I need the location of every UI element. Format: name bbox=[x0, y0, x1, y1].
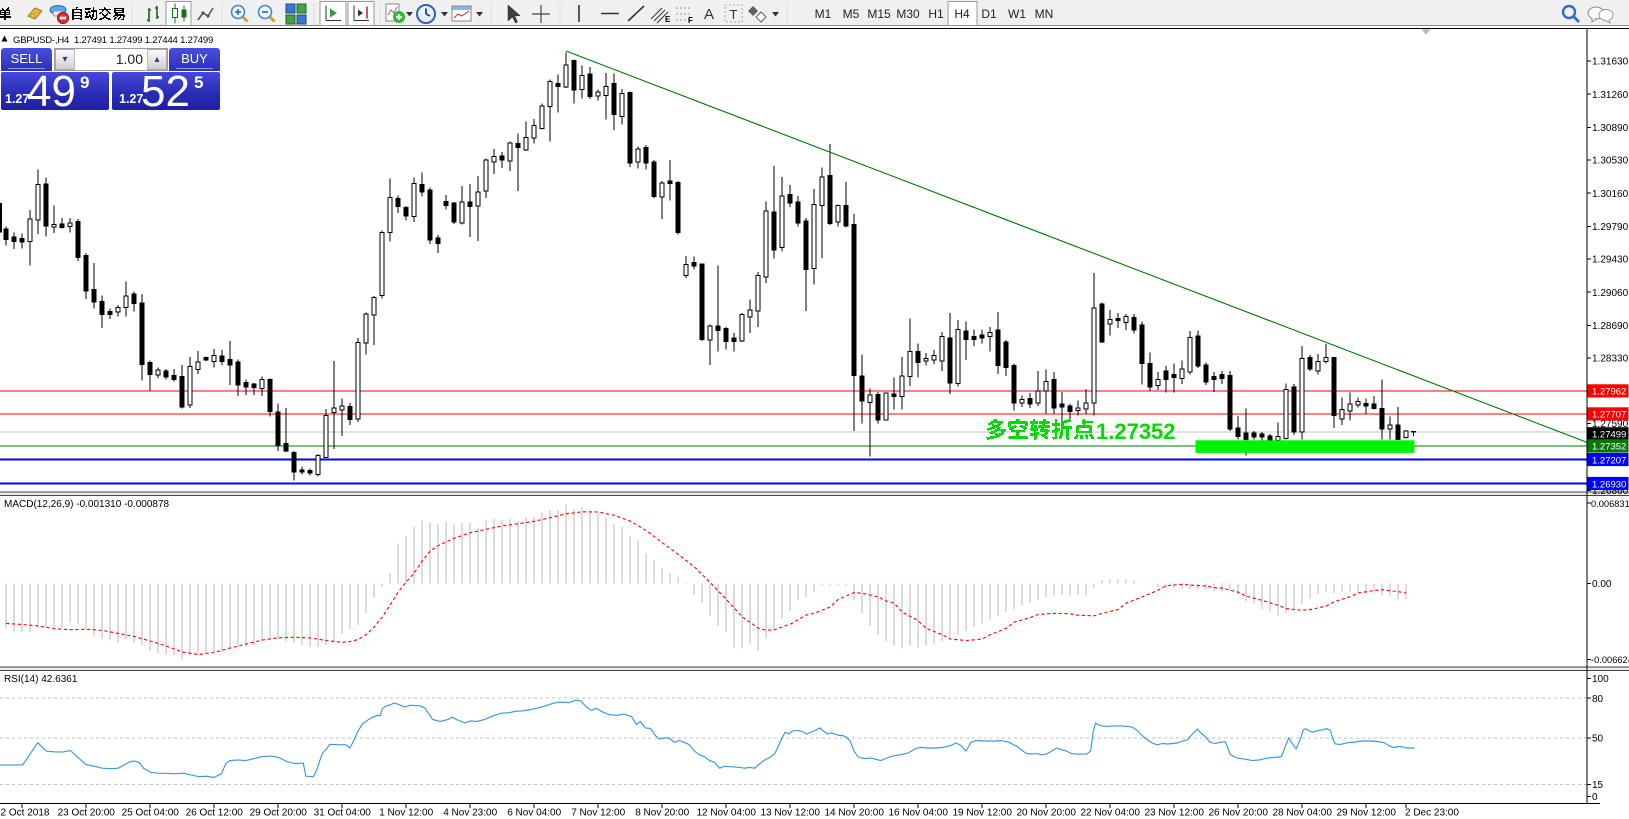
svg-text:0.006831: 0.006831 bbox=[1591, 499, 1629, 509]
svg-text:19 Nov 12:00: 19 Nov 12:00 bbox=[952, 808, 1012, 819]
svg-text:1 Nov 12:00: 1 Nov 12:00 bbox=[379, 808, 433, 819]
svg-text:8 Nov 20:00: 8 Nov 20:00 bbox=[635, 808, 689, 819]
svg-text:50: 50 bbox=[1592, 733, 1604, 744]
svg-text:7 Nov 12:00: 7 Nov 12:00 bbox=[571, 808, 625, 819]
svg-text:28 Nov 04:00: 28 Nov 04:00 bbox=[1272, 808, 1332, 819]
svg-text:4 Nov 23:00: 4 Nov 23:00 bbox=[443, 808, 497, 819]
svg-text:1.28330: 1.28330 bbox=[1592, 354, 1629, 365]
svg-text:MN: MN bbox=[1035, 7, 1054, 21]
svg-text:1.27962: 1.27962 bbox=[1592, 387, 1626, 398]
svg-text:E: E bbox=[665, 15, 671, 24]
svg-text:-0.006624: -0.006624 bbox=[1591, 655, 1629, 665]
svg-text:M1: M1 bbox=[815, 7, 832, 21]
svg-text:1.27590: 1.27590 bbox=[1592, 419, 1629, 430]
svg-text:14 Nov 20:00: 14 Nov 20:00 bbox=[824, 808, 884, 819]
svg-text:23 Oct 20:00: 23 Oct 20:00 bbox=[58, 808, 116, 819]
svg-text:D1: D1 bbox=[981, 7, 997, 21]
svg-text:1.26860: 1.26860 bbox=[1592, 486, 1629, 497]
svg-text:1.27707: 1.27707 bbox=[1592, 410, 1626, 421]
svg-text:31 Oct 04:00: 31 Oct 04:00 bbox=[314, 808, 372, 819]
svg-text:0: 0 bbox=[1592, 792, 1598, 803]
svg-text:H4: H4 bbox=[954, 7, 970, 21]
svg-text:23 Nov 12:00: 23 Nov 12:00 bbox=[1144, 808, 1204, 819]
svg-text:W1: W1 bbox=[1008, 7, 1026, 21]
svg-text:6 Nov 04:00: 6 Nov 04:00 bbox=[507, 808, 561, 819]
svg-text:GBPUSD-,H4 1.27491 1.27499 1.: GBPUSD-,H4 1.27491 1.27499 1.27444 1.274… bbox=[13, 35, 213, 46]
svg-text:1.26930: 1.26930 bbox=[1592, 479, 1626, 490]
svg-text:15: 15 bbox=[1592, 780, 1604, 791]
svg-text:F: F bbox=[688, 16, 693, 25]
svg-text:H1: H1 bbox=[928, 7, 944, 21]
svg-text:1.30530: 1.30530 bbox=[1592, 156, 1629, 167]
svg-text:A: A bbox=[704, 6, 714, 23]
svg-text:1.29060: 1.29060 bbox=[1592, 288, 1629, 299]
svg-text:MACD(12,26,9) -0.001310 -0.000: MACD(12,26,9) -0.001310 -0.000878 bbox=[4, 499, 170, 510]
svg-text:26 Oct 12:00: 26 Oct 12:00 bbox=[186, 808, 244, 819]
svg-text:T: T bbox=[730, 7, 738, 22]
svg-text:1.30890: 1.30890 bbox=[1592, 123, 1629, 134]
svg-text:16 Nov 04:00: 16 Nov 04:00 bbox=[888, 808, 948, 819]
svg-text:22 Oct 2018: 22 Oct 2018 bbox=[0, 808, 50, 819]
svg-text:1.27207: 1.27207 bbox=[1592, 455, 1626, 466]
svg-text:1.27352: 1.27352 bbox=[1592, 442, 1626, 453]
svg-text:1.31630: 1.31630 bbox=[1592, 57, 1629, 68]
svg-text:29 Oct 20:00: 29 Oct 20:00 bbox=[250, 808, 308, 819]
svg-text:29 Nov 12:00: 29 Nov 12:00 bbox=[1336, 808, 1396, 819]
svg-text:1.29790: 1.29790 bbox=[1592, 222, 1629, 233]
svg-text:1.29430: 1.29430 bbox=[1592, 255, 1629, 266]
svg-text:M5: M5 bbox=[843, 7, 860, 21]
svg-text:M15: M15 bbox=[867, 7, 891, 21]
svg-text:20 Nov 20:00: 20 Nov 20:00 bbox=[1016, 808, 1076, 819]
svg-text:RSI(14) 42.6361: RSI(14) 42.6361 bbox=[4, 674, 78, 685]
svg-text:22 Nov 04:00: 22 Nov 04:00 bbox=[1080, 808, 1140, 819]
svg-text:1.27499: 1.27499 bbox=[1592, 430, 1626, 441]
svg-text:0.00: 0.00 bbox=[1592, 579, 1612, 590]
svg-text:100: 100 bbox=[1592, 674, 1609, 685]
svg-text:1.31260: 1.31260 bbox=[1592, 90, 1629, 101]
svg-text:1.28690: 1.28690 bbox=[1592, 321, 1629, 332]
svg-text:M30: M30 bbox=[896, 7, 920, 21]
svg-text:13 Nov 12:00: 13 Nov 12:00 bbox=[760, 808, 820, 819]
svg-text:80: 80 bbox=[1592, 694, 1604, 705]
svg-text:2 Dec 23:00: 2 Dec 23:00 bbox=[1405, 808, 1459, 819]
svg-text:25 Oct 04:00: 25 Oct 04:00 bbox=[122, 808, 180, 819]
svg-text:12 Nov 04:00: 12 Nov 04:00 bbox=[696, 808, 756, 819]
svg-text:26 Nov 20:00: 26 Nov 20:00 bbox=[1208, 808, 1268, 819]
svg-text:1.30160: 1.30160 bbox=[1592, 189, 1629, 200]
svg-text:1.27352: 1.27352 bbox=[1096, 419, 1176, 444]
